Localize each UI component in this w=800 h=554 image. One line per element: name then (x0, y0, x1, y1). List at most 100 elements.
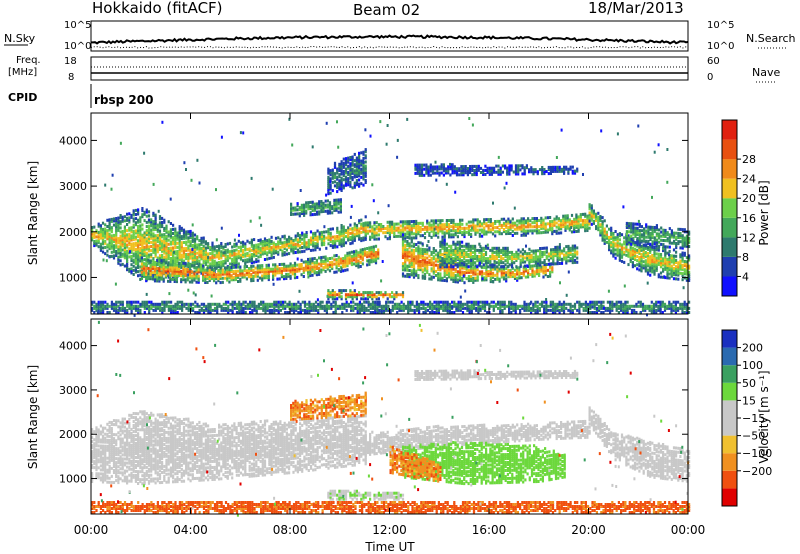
heatmap-cell (651, 254, 654, 257)
heatmap-cell (528, 262, 531, 266)
heatmap-cell (337, 198, 340, 202)
heatmap-cell (182, 251, 186, 255)
heatmap-cell (496, 226, 499, 230)
heatmap-cell (167, 269, 170, 273)
heatmap-cell (176, 235, 179, 239)
heatmap-cell (640, 259, 643, 263)
heatmap-cell (395, 222, 398, 226)
heatmap-cell (143, 212, 146, 216)
heatmap-cell (453, 167, 456, 171)
heatmap-cell (474, 244, 477, 248)
heatmap-cell (581, 212, 585, 216)
heatmap-cell (670, 231, 673, 235)
heatmap-cell (353, 152, 356, 156)
heatmap-cell (228, 252, 232, 256)
heatmap-cell (163, 251, 166, 255)
heatmap-cell (432, 251, 435, 255)
heatmap-cell (101, 250, 105, 254)
heatmap-cell (430, 225, 433, 229)
heatmap-cell (472, 222, 475, 226)
heatmap-cell (128, 218, 131, 222)
heatmap-cell (456, 229, 459, 233)
heatmap-cell (311, 269, 314, 273)
heatmap-cell (483, 278, 486, 282)
heatmap-cell (551, 226, 554, 229)
heatmap-cell (369, 229, 372, 233)
heatmap-cell (150, 232, 153, 236)
heatmap-cell (141, 233, 144, 237)
heatmap-cell (415, 273, 418, 277)
heatmap-cell (158, 233, 162, 237)
heatmap-cell (467, 279, 470, 283)
heatmap-cell (509, 271, 512, 274)
heatmap-cell (564, 214, 567, 218)
heatmap-cell (437, 268, 440, 271)
heatmap-cell (417, 230, 420, 234)
heatmap-cell (320, 258, 323, 262)
heatmap-cell (132, 238, 135, 242)
heatmap-cell (320, 206, 323, 210)
heatmap-cell (677, 240, 680, 244)
heatmap-cell (610, 228, 613, 232)
heatmap-cell (546, 216, 549, 220)
heatmap-cell (485, 276, 488, 280)
heatmap-cell (337, 206, 340, 210)
heatmap-cell (491, 255, 494, 258)
heatmap-cell (573, 224, 576, 227)
heatmap-cell (681, 267, 684, 271)
heatmap-cell (235, 248, 238, 252)
heatmap-cell (261, 278, 264, 282)
heatmap-cell (434, 253, 438, 257)
heatmap-cell (256, 274, 259, 278)
heatmap-cell (189, 254, 192, 258)
heatmap-cell (158, 248, 162, 251)
heatmap-cell (481, 274, 484, 278)
heatmap-cell (366, 223, 369, 227)
heatmap-cell (632, 226, 635, 230)
heatmap-cell (342, 225, 345, 229)
heatmap-cell (458, 250, 461, 254)
heatmap-cell (517, 164, 520, 168)
heatmap-cell (597, 228, 600, 232)
heatmap-cell (163, 218, 166, 222)
heatmap-cell (491, 248, 494, 252)
heatmap-cell (197, 276, 200, 280)
heatmap-cell (603, 235, 606, 239)
heatmap-cell (547, 172, 550, 176)
heatmap-cell (471, 167, 474, 170)
heatmap-cell (344, 163, 348, 167)
heatmap-cell (152, 238, 155, 242)
heatmap-cell (320, 243, 323, 247)
heatmap-cell (95, 231, 98, 235)
heatmap-cell (132, 254, 135, 258)
heatmap-cell (348, 253, 351, 257)
heatmap-cell (510, 250, 514, 254)
heatmap-cell (454, 248, 457, 252)
heatmap-cell (448, 273, 451, 277)
heatmap-cell (560, 231, 563, 235)
heatmap-cell (318, 247, 321, 251)
heatmap-cell (370, 250, 373, 253)
heatmap-cell (487, 228, 490, 232)
heatmap-cell (601, 232, 604, 236)
heatmap-cell (349, 223, 352, 227)
heatmap-cell (344, 256, 347, 260)
heatmap-cell (475, 173, 478, 177)
heatmap-cell (151, 271, 154, 275)
heatmap-cell (642, 260, 645, 264)
heatmap-cell (474, 270, 477, 274)
heatmap-cell (174, 233, 177, 237)
heatmap-cell (564, 218, 567, 222)
heatmap-cell (241, 275, 244, 279)
heatmap-cell (215, 261, 218, 265)
heatmap-cell (288, 241, 291, 245)
heatmap-cell (196, 255, 199, 259)
heatmap-cell (450, 261, 453, 265)
heatmap-cell (564, 226, 567, 230)
heatmap-cell (569, 253, 572, 256)
heatmap-cell (145, 251, 148, 255)
heatmap-cell (248, 257, 251, 261)
heatmap-cell (303, 209, 306, 213)
heatmap-cell (535, 223, 538, 227)
heatmap-cell (344, 258, 347, 262)
